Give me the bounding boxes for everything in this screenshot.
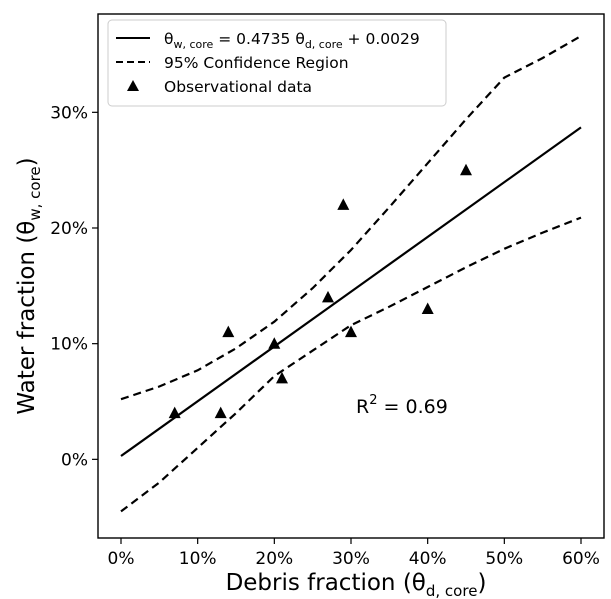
confidence-lower-line (120, 216, 582, 513)
y-axis-ticks: 0% 10% 20% 30% (50, 103, 98, 470)
x-axis-title-close: ) (477, 570, 486, 596)
legend-fit-b: = 0.4735 θ (213, 30, 305, 48)
legend: θw, core = 0.4735 θd, core + 0.0029 95% … (107, 19, 447, 107)
y-tick-label: 30% (50, 103, 88, 123)
x-tick-label: 60% (562, 549, 600, 569)
confidence-lower-layer (120, 216, 582, 513)
x-tick-label: 30% (332, 549, 370, 569)
y-tick-label: 20% (50, 219, 88, 239)
confidence-upper-layer (120, 35, 582, 401)
data-point (222, 325, 235, 338)
legend-fit-b-sub: d, core (305, 38, 343, 51)
data-point (322, 290, 334, 303)
legend-fit-line-label: θw, core = 0.4735 θd, core + 0.0029 (164, 30, 420, 51)
legend-fit-c: + 0.0029 (343, 30, 420, 48)
y-axis-title: Water fraction (θw, core) (14, 157, 44, 414)
y-axis-title-close: ) (14, 157, 40, 166)
r-squared-value: = 0.69 (377, 396, 447, 418)
data-point (421, 302, 434, 314)
legend-observational-label: Observational data (164, 78, 312, 96)
data-point (276, 371, 288, 384)
r-squared-sup: 2 (369, 393, 377, 408)
y-axis-title-sub: w, core (26, 166, 44, 220)
x-axis-ticks: 0% 10% 20% 30% 40% 50% 60% (108, 538, 600, 569)
x-axis-title-sub: d, core (426, 582, 478, 599)
x-tick-label: 40% (409, 549, 447, 569)
fit-line (120, 126, 582, 457)
legend-fit-a: θ (164, 30, 173, 48)
data-point (214, 406, 227, 419)
x-axis-title: Debris fraction (θd, core) (226, 570, 487, 599)
legend-box (107, 19, 447, 107)
legend-confidence-label: 95% Confidence Region (164, 54, 349, 72)
r-squared-r: R (356, 396, 369, 418)
data-points-layer (168, 163, 472, 419)
data-point (268, 337, 281, 349)
x-axis-title-main: Debris fraction (θ (226, 570, 426, 596)
data-point (168, 406, 181, 419)
x-tick-label: 0% (108, 549, 135, 569)
fit-line-layer (120, 126, 582, 457)
data-point (345, 325, 357, 338)
data-point (337, 198, 350, 210)
r-squared-annotation: R2 = 0.69 (356, 393, 448, 418)
y-axis-title-main: Water fraction (θ (14, 221, 40, 415)
legend-fit-a-sub: w, core (173, 38, 213, 51)
y-tick-label: 0% (61, 450, 88, 470)
x-tick-label: 20% (255, 549, 293, 569)
confidence-upper-line (120, 35, 582, 401)
y-tick-label: 10% (50, 335, 88, 355)
data-point (460, 163, 472, 176)
legend-observational-swatch (127, 80, 139, 91)
x-tick-label: 50% (485, 549, 523, 569)
x-tick-label: 10% (179, 549, 217, 569)
